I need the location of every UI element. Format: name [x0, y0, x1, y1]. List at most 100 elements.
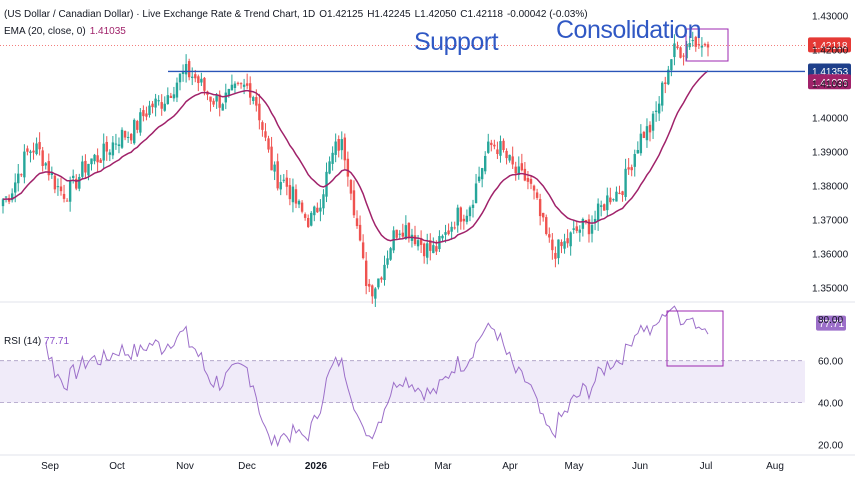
candle-body	[26, 148, 29, 152]
price-axis-tick: 1.36000	[812, 250, 849, 261]
support-annotation: Support	[414, 28, 499, 56]
candle-body	[688, 43, 691, 48]
time-axis-tick: Aug	[766, 461, 784, 472]
candle-body	[255, 97, 258, 106]
candle-body	[349, 180, 353, 194]
candle-body	[380, 277, 383, 280]
candle-body	[398, 233, 401, 235]
time-axis-tick: 2026	[305, 461, 328, 472]
candle-body	[154, 98, 157, 108]
candle-body	[50, 172, 54, 175]
rsi-axis-tick: 20.00	[818, 441, 843, 452]
candle-body	[14, 182, 17, 193]
candle-body	[566, 238, 569, 244]
ema-price-tag	[808, 74, 851, 90]
candle-body	[181, 71, 185, 74]
candle-body	[184, 64, 188, 75]
candle-body	[294, 189, 298, 204]
candle-body	[697, 44, 701, 46]
candle-body	[10, 193, 14, 201]
candle-body	[215, 95, 218, 102]
chart-panes	[0, 301, 855, 456]
candle-body	[90, 158, 93, 165]
candle-body	[612, 199, 615, 201]
candle-body	[670, 59, 673, 71]
candle-body	[194, 74, 197, 79]
candle-body	[679, 47, 682, 58]
candle-body	[511, 156, 514, 165]
candle-body	[545, 217, 548, 234]
candle-body	[56, 186, 60, 188]
candle-body	[413, 235, 417, 245]
candle-body	[163, 103, 166, 111]
rsi-band	[0, 360, 805, 403]
symbol-title: (US Dollar / Canadian Dollar) · Live Exc…	[4, 9, 316, 20]
candle-body	[502, 140, 505, 151]
rsi-axis-tick: 80.00	[818, 315, 843, 326]
candle-body	[557, 239, 560, 259]
price-axis-tick: 1.35000	[812, 284, 849, 295]
candle-body	[383, 264, 386, 281]
candle-body	[694, 36, 697, 47]
candle-body	[654, 110, 658, 113]
candle-body	[108, 152, 112, 155]
candle-body	[291, 186, 295, 203]
candle-body	[514, 166, 517, 174]
low-value: 1.42050	[420, 9, 457, 20]
candle-body	[575, 226, 578, 231]
candle-body	[554, 252, 557, 259]
candle-body	[346, 158, 350, 177]
candle-body	[596, 203, 600, 221]
candle-body	[4, 196, 8, 198]
time-axis-tick: Nov	[176, 461, 194, 472]
candle-body	[62, 193, 66, 199]
candle-body	[477, 176, 481, 182]
chart-header: (US Dollar / Canadian Dollar) · Live Exc…	[4, 9, 592, 20]
candle-body	[75, 178, 78, 189]
candle-body	[245, 83, 249, 86]
candle-body	[404, 225, 408, 240]
candle-body	[187, 61, 191, 78]
candle-body	[23, 151, 26, 178]
support-price-tag-text: 1.41353	[812, 67, 849, 78]
candle-body	[157, 100, 160, 102]
candle-body	[377, 278, 380, 288]
candle-body	[303, 214, 307, 218]
candle-body	[68, 180, 72, 202]
candle-body	[505, 150, 508, 159]
candle-body	[673, 43, 676, 58]
time-axis-tick: Sep	[41, 461, 59, 472]
candle-body	[59, 186, 63, 192]
candle-body	[633, 153, 636, 167]
candle-body	[20, 174, 23, 176]
price-axis-tick: 1.37000	[812, 216, 849, 227]
consolidation-box	[685, 28, 729, 62]
candle-body	[419, 238, 423, 245]
candle-body	[700, 45, 704, 48]
candle-body	[169, 95, 173, 99]
candle-body	[706, 44, 710, 48]
candle-body	[599, 205, 603, 207]
last-price-tag-text: 1.42118	[812, 41, 848, 52]
candle-body	[99, 159, 102, 163]
candle-body	[364, 260, 368, 286]
time-axis-tick: Jun	[632, 461, 648, 472]
candle-body	[334, 141, 337, 155]
candle-body	[221, 104, 224, 111]
candle-body	[508, 154, 511, 161]
candle-body	[142, 110, 145, 117]
candle-body	[520, 163, 524, 171]
candle-body	[450, 226, 453, 232]
candle-body	[496, 149, 499, 155]
candle-body	[340, 139, 343, 151]
candle-body	[191, 76, 194, 79]
candle-body	[648, 124, 652, 133]
rsi-header-value: 77.71	[44, 336, 70, 347]
candle-body	[627, 167, 630, 170]
candles-group	[1, 31, 710, 307]
candle-body	[328, 161, 331, 174]
candle-body	[422, 243, 426, 257]
candle-body	[160, 102, 163, 109]
candle-body	[371, 285, 374, 297]
